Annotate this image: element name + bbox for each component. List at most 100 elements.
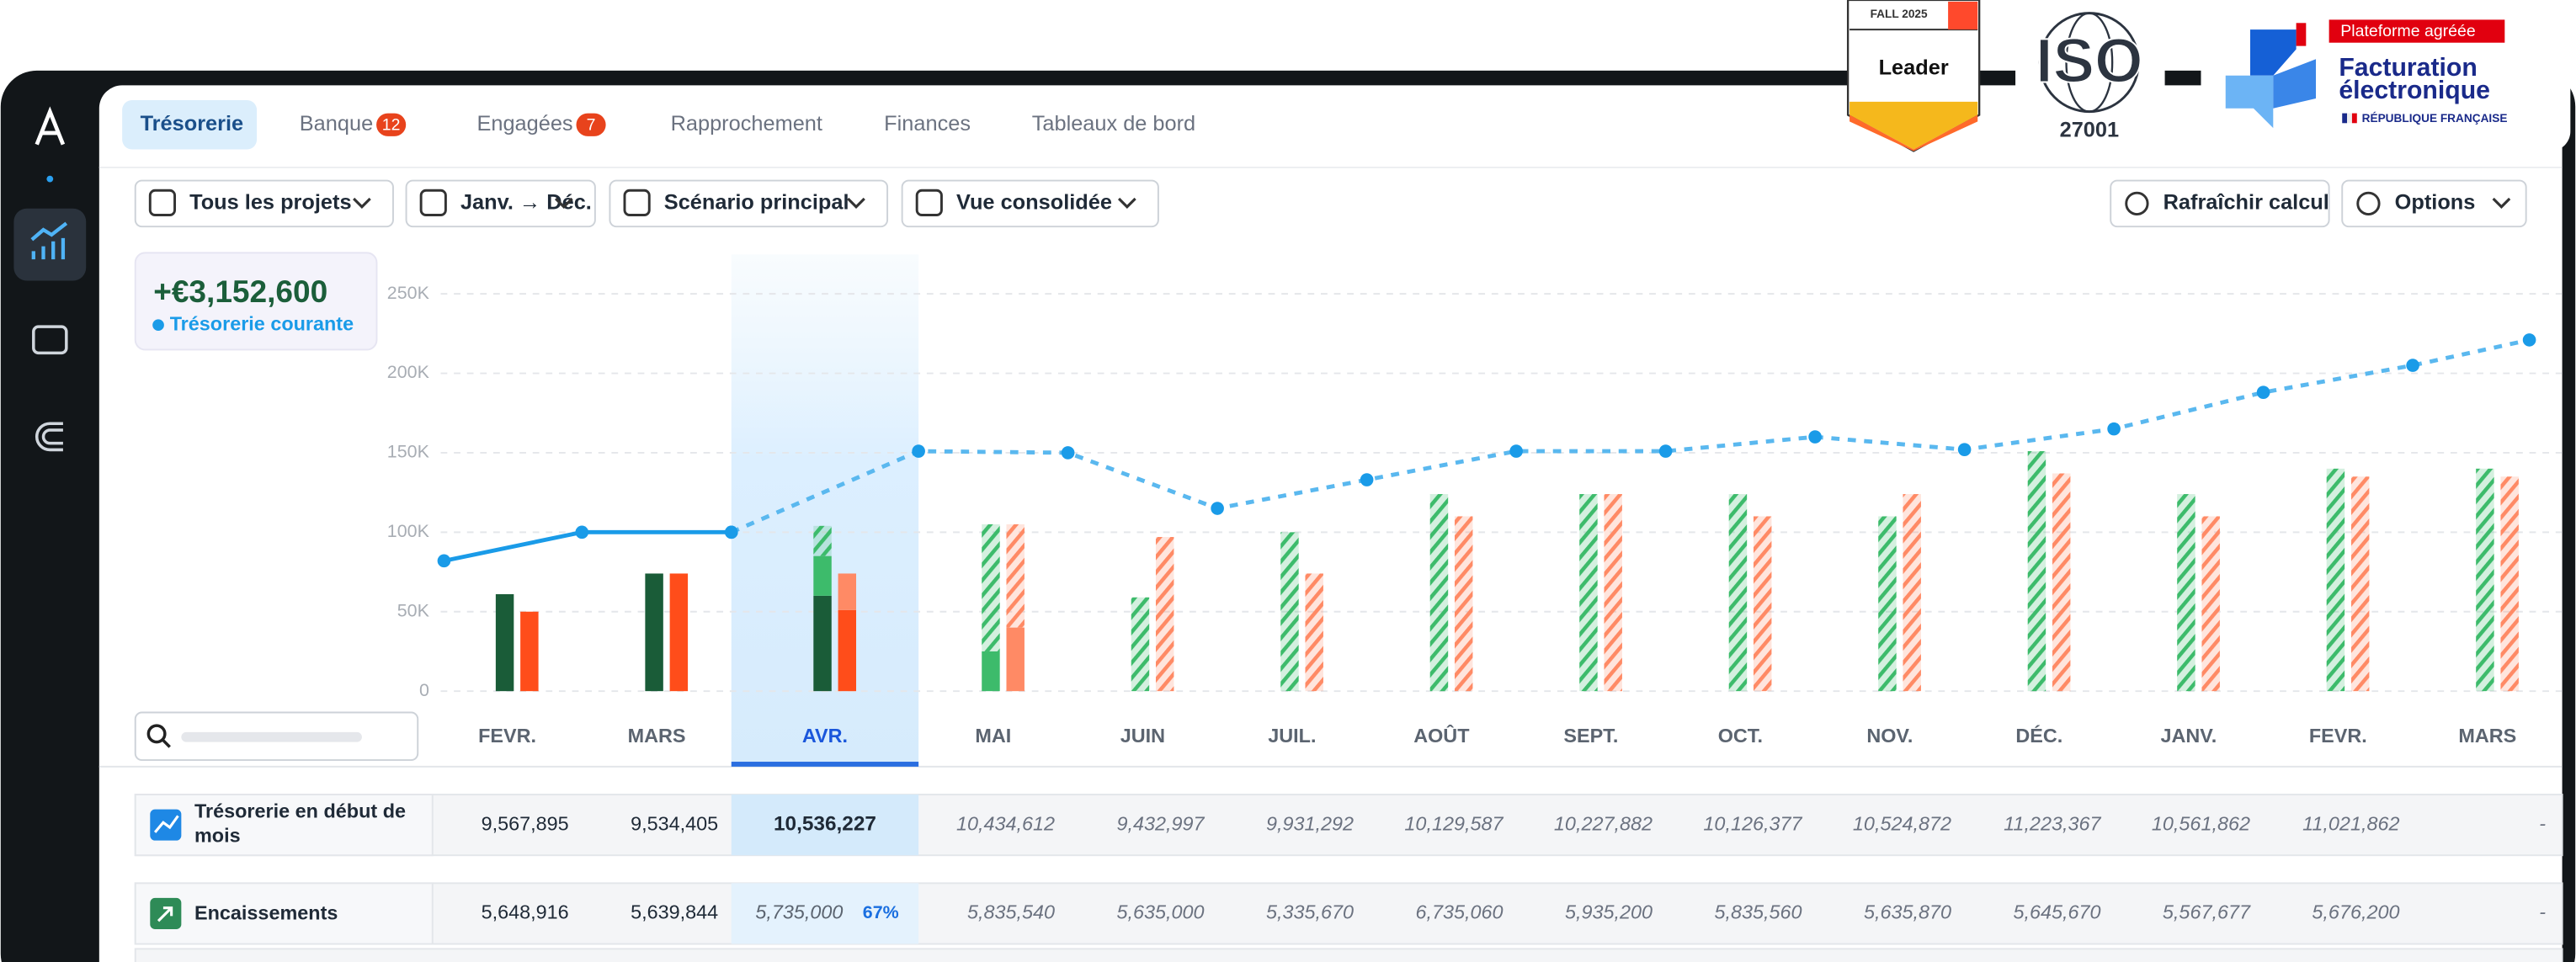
cell-value: 10,129,587 (1404, 812, 1504, 834)
filter-box[interactable] (134, 179, 394, 228)
bar-segment (495, 593, 514, 692)
filter-box[interactable] (405, 179, 596, 228)
nav-magnet-icon[interactable] (35, 422, 63, 452)
line-point (2522, 333, 2536, 347)
bar-segment (813, 555, 832, 596)
x-tick-label: OCT. (1718, 725, 1763, 747)
bar-segment (520, 611, 539, 692)
row-label-wrap: Trésorerie en début de mois (194, 799, 407, 848)
highlight-underline (731, 762, 919, 767)
line-point (1360, 473, 1374, 486)
bar-segment (1753, 516, 1772, 692)
bar-segment (2052, 473, 2071, 692)
chevron (847, 197, 865, 209)
republic: RÉPUBLIQUE FRANÇAISE (2362, 112, 2508, 125)
bar-segment (1579, 494, 1598, 692)
y-tick-label: 50K (397, 600, 430, 620)
flag (2351, 113, 2357, 124)
invoice-logo (2296, 23, 2307, 46)
cell-value: 10,536,227 (774, 813, 876, 836)
line-point (724, 525, 738, 539)
cell-value: 5,835,540 (967, 901, 1055, 923)
tab-label[interactable]: Tableaux de bord (1032, 112, 1195, 136)
tab-active-bg[interactable] (122, 99, 258, 150)
row-icon-glyph (157, 906, 173, 922)
highlight-cell (731, 883, 919, 944)
highlight-cell (731, 795, 919, 856)
tab-label[interactable]: Trésorerie (141, 112, 244, 136)
tab-badge-count: 7 (587, 115, 596, 134)
cell-value: 9,567,895 (482, 812, 569, 834)
nav-wallet-icon[interactable] (32, 325, 68, 355)
cell-value: 5,935,200 (1565, 901, 1653, 923)
tab-label[interactable]: Engagées (476, 112, 572, 136)
y-tick-label: 0 (419, 680, 429, 700)
action-label[interactable]: Rafraîchir calcul (2164, 191, 2329, 215)
search-icon[interactable] (146, 724, 167, 744)
bar-segment (1878, 516, 1897, 692)
x-tick-label: FEVR. (2309, 725, 2367, 747)
toolbar: Trésorerie Banque 12 Engagées 7 Rapprochement… (122, 99, 2527, 228)
nav-chart-icon[interactable] (30, 221, 68, 260)
chart: 0 50K 100K 150K 200K 250K FEVR. MARS AVR. MAI JUIN… (387, 254, 2563, 767)
bar-segment (1728, 494, 1748, 692)
y-tick-label: 250K (387, 283, 430, 303)
x-tick-label: FEVR. (478, 725, 536, 747)
line-point (1808, 430, 1822, 444)
invoice-title: Facturation (2339, 54, 2478, 82)
tab-label[interactable]: Rapprochement (671, 112, 822, 136)
row-label: Trésorerie en début de mois (194, 799, 407, 848)
filter-label[interactable]: Tous les projets (189, 191, 351, 215)
filter-box[interactable] (901, 179, 1159, 228)
cell-value: 5,735,000 (755, 901, 843, 923)
x-tick-label: SEPT. (1563, 725, 1618, 747)
logo (35, 106, 66, 146)
cell-value: 9,534,405 (631, 812, 718, 834)
filter-label[interactable]: Janv. → Déc. (460, 191, 592, 215)
cell-value: 10,126,377 (1703, 812, 1802, 834)
bar-segment (1006, 627, 1025, 692)
filter-label[interactable]: Vue consolidée (956, 191, 1112, 215)
iso-globe (2065, 12, 2114, 113)
action-box[interactable] (2110, 179, 2330, 228)
bar-segment (1131, 597, 1150, 692)
bar-segment (669, 573, 689, 692)
filter-label[interactable]: Scénario principal (664, 191, 849, 215)
cell-value: 5,635,870 (1864, 901, 1951, 923)
row-label-cell (134, 794, 434, 857)
cell-value: 10,434,612 (956, 812, 1055, 834)
kpi-card (134, 252, 378, 351)
tab-label[interactable]: Banque (300, 112, 373, 136)
bar-segment (2326, 468, 2345, 692)
action-label[interactable]: Options (2395, 191, 2476, 215)
kpi-dot (152, 319, 164, 332)
bar-segment (2027, 451, 2046, 692)
bar-segment (2350, 476, 2370, 692)
line-point (2406, 359, 2419, 372)
x-tick-label: MAI (975, 725, 1011, 747)
bar-segment (2177, 494, 2195, 692)
iso-number: 27001 (2060, 119, 2119, 142)
chevron (554, 197, 573, 209)
g2-season: FALL 2025 (1871, 8, 1928, 20)
bar-segment (813, 595, 832, 692)
filter-icon (623, 189, 651, 216)
chevron (2492, 197, 2511, 209)
bar-segment (2201, 516, 2220, 692)
bar-segment (645, 573, 663, 692)
cell-value: 5,335,670 (1266, 901, 1354, 923)
bar-segment (1305, 573, 1323, 692)
cell-value: 5,635,000 (1116, 901, 1204, 923)
tab-label[interactable]: Finances (884, 112, 971, 136)
row-label-wrap: Encaissements (194, 901, 338, 924)
nav-active[interactable] (13, 208, 87, 281)
cell-value: 5,676,200 (2312, 901, 2399, 923)
action-box[interactable] (2341, 179, 2527, 228)
filter-box[interactable] (609, 179, 889, 228)
kpi-label: Trésorerie courante (170, 312, 354, 334)
cell-value: 5,835,560 (1714, 901, 1802, 923)
iso-title: ISO (2036, 26, 2143, 96)
search-icon[interactable] (162, 739, 171, 748)
bar-segment (1155, 537, 1174, 692)
